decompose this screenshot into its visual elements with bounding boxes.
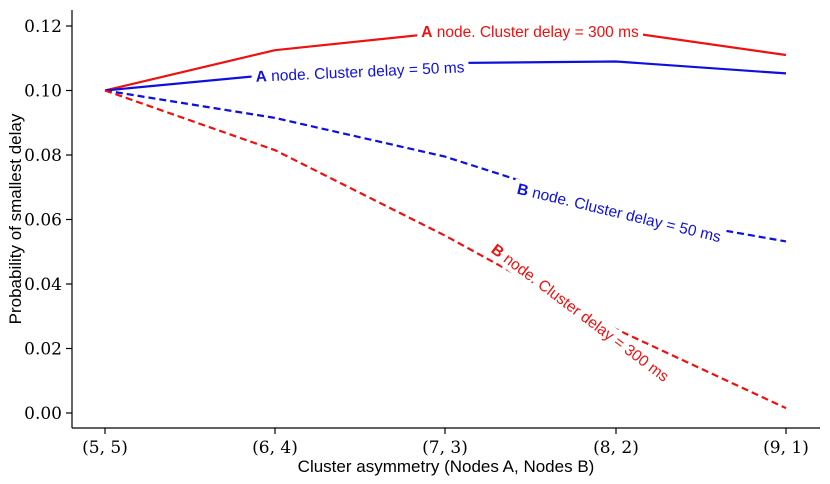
x-tick-label: (8, 2) — [593, 438, 639, 458]
series-label-bg — [251, 57, 470, 87]
series-label-bg — [484, 237, 676, 389]
y-tick-label: 0.00 — [24, 404, 62, 424]
series-label-bold: A — [255, 68, 267, 85]
series-label-bold: B — [515, 180, 530, 199]
series-label-text: A node. Cluster delay = 300 ms — [421, 24, 639, 41]
y-ticks: 0.00 0.02 0.04 0.06 0.08 0.10 0.12 — [24, 17, 72, 424]
series-label-a50: A node. Cluster delay = 50 ms — [251, 57, 470, 87]
series-label-b300: B node. Cluster delay = 300 ms — [484, 237, 676, 389]
series-label-text: B node. Cluster delay = 300 ms — [488, 241, 672, 386]
y-axis-label: Probability of smallest delay — [6, 113, 25, 324]
series-label-a300: A node. Cluster delay = 300 ms — [417, 22, 644, 42]
x-tick-label: (6, 4) — [252, 438, 298, 458]
y-tick-label: 0.02 — [24, 340, 62, 360]
series-line-b300 — [104, 89, 787, 410]
y-tick-label: 0.12 — [24, 17, 62, 37]
series-label-b50: B node. Cluster delay = 50 ms — [511, 178, 727, 248]
series-label-bold: A — [421, 24, 432, 41]
series-label-rest: node. Cluster delay = 50 ms — [526, 183, 722, 246]
x-ticks: (5, 5) (6, 4) (7, 3) (8, 2) (9, 1) — [82, 428, 809, 458]
x-axis-label: Cluster asymmetry (Nodes A, Nodes B) — [298, 457, 595, 476]
series-label-bg — [511, 178, 727, 248]
x-tick-label: (7, 3) — [422, 438, 468, 458]
x-tick-label: (5, 5) — [82, 438, 128, 458]
series-label-rest: node. Cluster delay = 300 ms — [432, 24, 639, 41]
series-line-b50 — [104, 89, 787, 243]
series-labels: A node. Cluster delay = 300 msA node. Cl… — [251, 22, 727, 389]
y-tick-label: 0.04 — [24, 275, 62, 295]
y-tick-label: 0.10 — [24, 82, 62, 102]
x-tick-label: (9, 1) — [763, 438, 809, 458]
y-tick-label: 0.06 — [24, 211, 62, 231]
y-tick-label: 0.08 — [24, 146, 62, 166]
series-label-text: B node. Cluster delay = 50 ms — [515, 180, 722, 245]
series-label-rest: node. Cluster delay = 300 ms — [497, 247, 672, 385]
series-label-bg — [417, 22, 644, 42]
